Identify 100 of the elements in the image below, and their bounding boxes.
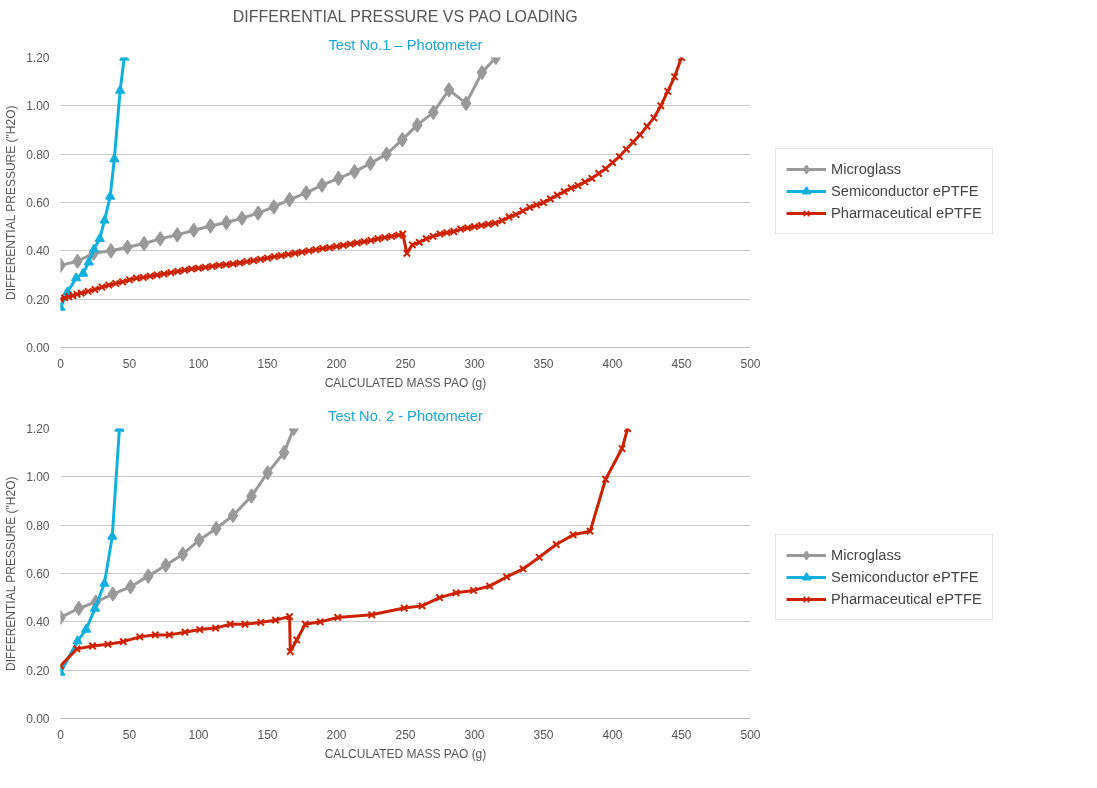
x-tick-label: 500 (740, 356, 761, 371)
legend-label: Pharmaceutical ePTFE (831, 205, 982, 221)
x-tick-label: 450 (671, 727, 692, 742)
x-tick-label: 50 (122, 727, 137, 742)
x-tick-label: 350 (533, 356, 554, 371)
point (195, 625, 204, 634)
x-tick-label: 200 (326, 356, 347, 371)
chart-title: DIFFERENTIAL PRESSURE VS PAO LOADING (232, 7, 578, 25)
point (177, 546, 189, 562)
point (99, 577, 110, 587)
legend-label: Microglass (831, 161, 902, 177)
chart-subtitle: Test No. 2 - Photometer (328, 407, 483, 424)
y-tick-label: 0.00 (26, 712, 50, 726)
legend-label: Semiconductor ePTFE (831, 568, 979, 585)
point (443, 82, 455, 98)
point (286, 647, 295, 656)
point (99, 214, 110, 224)
point (180, 628, 190, 637)
point (316, 177, 328, 193)
y-tick-label: 0.40 (26, 244, 50, 259)
x-tick-label: 250 (395, 727, 416, 742)
y-tick-label: 0.80 (26, 518, 50, 533)
y-tick-label: 0.20 (26, 292, 50, 307)
point (451, 588, 461, 598)
point (485, 581, 494, 591)
point (105, 243, 117, 259)
point (417, 601, 427, 611)
point (333, 613, 342, 622)
point (107, 586, 119, 602)
point (115, 84, 126, 94)
y-tick-label: 0.60 (26, 567, 50, 581)
point (138, 235, 150, 252)
point (103, 640, 113, 649)
x-tick-label: 50 (122, 356, 137, 371)
point (552, 540, 561, 549)
x-tick-label: 100 (188, 356, 209, 371)
x-tick-label: 0 (57, 727, 65, 742)
legend-label: Pharmaceutical ePTFE (831, 590, 982, 607)
point (236, 210, 248, 226)
y-tick-label: 0.40 (26, 615, 50, 630)
point (72, 644, 82, 654)
y-tick-label: 1.00 (26, 99, 50, 114)
x-tick-label: 300 (464, 727, 485, 742)
point (601, 475, 610, 484)
legend-label: Microglass (831, 546, 902, 563)
point (119, 637, 128, 646)
point (292, 635, 301, 645)
y-tick-label: 1.00 (26, 470, 50, 485)
point (227, 507, 239, 524)
point (585, 527, 595, 536)
x-tick-label: 500 (740, 727, 761, 742)
point (171, 227, 183, 243)
x-axis-title: CALCULATED MASS PAO (g) (324, 375, 487, 390)
point (278, 445, 290, 461)
y-tick-label: 0.00 (26, 341, 50, 355)
x-tick-label: 250 (395, 356, 416, 371)
point (268, 199, 280, 215)
point (240, 620, 250, 629)
y-axis-title: DIFFERENTIAL PRESSURE ("H2O) (4, 476, 19, 671)
point (460, 95, 472, 112)
point (568, 530, 578, 540)
point (70, 272, 82, 282)
y-tick-label: 0.60 (26, 196, 50, 210)
point (80, 623, 92, 633)
y-axis-title: DIFFERENTIAL PRESSURE ("H2O) (4, 105, 19, 300)
chart-subtitle: Test No.1 – Photometer (328, 36, 483, 53)
x-tick-label: 0 (57, 356, 65, 371)
point (476, 64, 488, 81)
point (160, 557, 172, 573)
x-tick-label: 300 (464, 356, 485, 371)
y-tick-label: 0.20 (26, 663, 50, 678)
point (83, 256, 94, 266)
point (316, 617, 325, 627)
x-tick-label: 150 (257, 356, 278, 371)
point (210, 520, 222, 537)
x-tick-label: 450 (671, 356, 692, 371)
point (252, 205, 264, 221)
point (399, 603, 409, 613)
x-tick-label: 400 (602, 356, 623, 371)
y-tick-label: 1.20 (26, 51, 50, 65)
point (469, 586, 478, 595)
point (518, 564, 528, 574)
point (285, 612, 294, 621)
x-tick-label: 100 (188, 727, 209, 742)
point (78, 267, 89, 277)
point (89, 602, 101, 612)
y-tick-label: 1.20 (26, 422, 50, 436)
point (107, 530, 118, 540)
point (109, 153, 120, 163)
point (193, 532, 205, 548)
x-tick-label: 350 (533, 727, 554, 742)
x-tick-label: 150 (257, 727, 278, 742)
point (72, 635, 83, 645)
legend-label: Semiconductor ePTFE (831, 183, 979, 199)
point (411, 117, 423, 133)
x-tick-label: 400 (602, 727, 623, 742)
point (105, 190, 116, 200)
x-axis-title: CALCULATED MASS PAO (g) (324, 746, 487, 761)
point (73, 600, 85, 616)
point (435, 593, 444, 602)
